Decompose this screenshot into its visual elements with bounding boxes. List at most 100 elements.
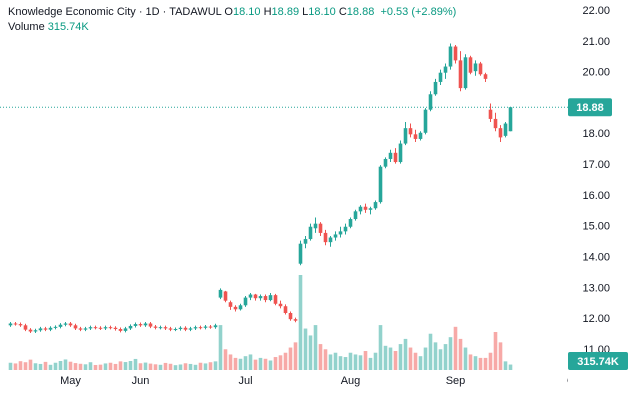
y-tick-label: 17.00 <box>582 159 610 171</box>
candle-body <box>33 330 38 332</box>
volume-bar <box>493 332 498 370</box>
volume-bar <box>463 347 468 370</box>
candle-body <box>508 107 513 132</box>
candle-body <box>343 226 348 232</box>
candle-body <box>13 323 18 325</box>
y-tick-label: 20.00 <box>582 67 610 79</box>
volume-bar <box>483 357 488 370</box>
candle-body <box>288 313 293 320</box>
candle-body <box>158 327 163 329</box>
candle-body <box>463 57 468 89</box>
x-tick-label: May <box>60 375 81 387</box>
x-tick-label: Sep <box>446 375 466 387</box>
candle-body <box>283 306 288 314</box>
candle-body <box>303 239 308 244</box>
candle-body <box>383 158 388 167</box>
volume-bar <box>408 347 413 370</box>
volume-bar <box>488 352 493 370</box>
candle-body <box>433 81 438 95</box>
candle-body <box>503 123 508 136</box>
candle-body <box>73 325 78 329</box>
volume-bar <box>433 342 438 370</box>
volume-bar <box>153 364 158 370</box>
volume-bar <box>473 356 478 370</box>
candle-body <box>363 206 368 210</box>
volume-bar <box>218 325 223 370</box>
volume-value-label: 315.74K <box>577 356 619 368</box>
candle-body <box>233 306 238 310</box>
volume-bar <box>503 361 508 370</box>
y-tick-label: 21.00 <box>582 36 610 48</box>
volume-title: Volume <box>8 21 45 33</box>
candle-body <box>333 234 338 238</box>
candle-body <box>43 328 48 330</box>
plot-area <box>0 43 568 370</box>
candle-body <box>88 327 93 329</box>
ohlc-label: L <box>302 6 309 18</box>
ohlc-value: 18.10 <box>308 6 336 18</box>
volume-bar <box>468 354 473 370</box>
candle-body <box>198 327 203 329</box>
candle-body <box>443 66 448 73</box>
price-scale: 11.0012.0013.0014.0015.0016.0017.0018.00… <box>568 5 628 370</box>
candle-body <box>193 327 198 329</box>
candle-body <box>273 295 278 304</box>
y-tick-label: 18.00 <box>582 128 610 140</box>
volume-bar <box>243 356 248 370</box>
volume-bar <box>333 352 338 370</box>
volume-bar <box>283 352 288 370</box>
volume-bar <box>83 364 88 370</box>
price-scale-background <box>568 0 640 400</box>
y-tick-label: 22.00 <box>582 5 610 17</box>
candle-body <box>448 46 453 67</box>
candle-body <box>483 74 488 79</box>
volume-bar <box>118 361 123 370</box>
y-tick-label: 16.00 <box>582 190 610 202</box>
volume-bar <box>163 362 168 370</box>
candle-body <box>338 231 343 235</box>
last-price-box <box>568 98 612 117</box>
candle-body <box>38 328 43 331</box>
volume-bar <box>378 325 383 370</box>
candle-body <box>108 327 113 329</box>
volume-value: 315.74K <box>47 21 89 33</box>
candle-body <box>393 152 398 163</box>
candle-body <box>418 132 423 139</box>
candle-body <box>173 329 178 331</box>
candle-body <box>458 60 463 89</box>
volume-bar <box>213 361 218 370</box>
candle-body <box>468 57 473 73</box>
volume-bar <box>253 359 258 370</box>
candle-body <box>388 152 393 159</box>
volume-bar <box>428 333 433 370</box>
candle-body <box>93 327 98 329</box>
volume-bar <box>78 363 83 370</box>
candle-body <box>293 319 298 321</box>
y-tick-label: 14.00 <box>582 251 610 263</box>
candle-body <box>168 328 173 330</box>
candle-body <box>373 202 378 209</box>
candle-body <box>308 226 313 240</box>
volume-bar <box>413 352 418 370</box>
volume-bar <box>8 362 13 370</box>
candle-body <box>118 329 123 331</box>
volume-bar <box>238 358 243 370</box>
ohlc-label: C <box>338 6 347 18</box>
candle-body <box>178 327 183 330</box>
volume-bar <box>278 355 283 370</box>
volume-bar <box>193 364 198 370</box>
candle-body <box>78 328 83 330</box>
volume-bar <box>458 338 463 370</box>
candle-body <box>83 328 88 330</box>
volume-bar <box>23 362 28 370</box>
volume-bar <box>178 364 183 370</box>
volume-bar <box>38 363 43 370</box>
x-tick-label: Jun <box>132 375 150 387</box>
candle-body <box>238 305 243 310</box>
legend-row: Volume 315.74K <box>8 20 456 35</box>
legend-row: Knowledge Economic City · 1D · TADAWUL O… <box>8 5 456 20</box>
volume-bar <box>373 352 378 370</box>
volume-bar <box>388 347 393 370</box>
